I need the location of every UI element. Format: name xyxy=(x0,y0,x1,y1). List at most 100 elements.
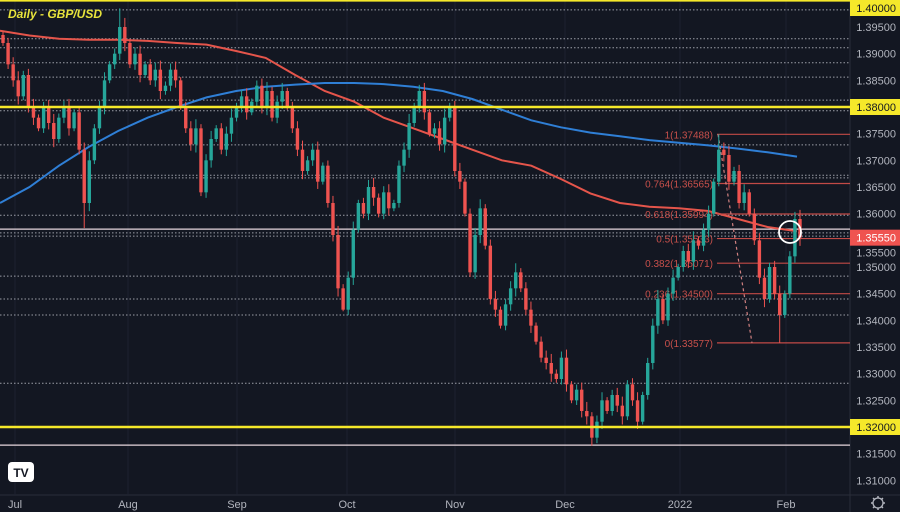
gear-tooth xyxy=(881,497,884,500)
candle-body xyxy=(712,181,716,214)
fib-trend-line xyxy=(717,134,753,343)
candle xyxy=(52,113,56,148)
candle-body xyxy=(107,64,112,81)
candle xyxy=(280,82,284,109)
candle xyxy=(158,60,163,100)
key-level-axis-badge xyxy=(850,0,900,16)
current-price-badge xyxy=(850,229,900,246)
candle xyxy=(772,260,777,300)
candle xyxy=(67,98,71,136)
candle-body xyxy=(290,107,295,129)
candle xyxy=(701,223,706,252)
candle xyxy=(387,184,391,216)
candle xyxy=(580,382,584,418)
candle xyxy=(265,81,269,116)
candle xyxy=(123,17,127,52)
candle-body xyxy=(458,170,462,182)
candle xyxy=(255,80,259,107)
candle xyxy=(270,86,274,122)
candle-body xyxy=(163,85,168,92)
candle xyxy=(478,199,482,244)
candle-body xyxy=(625,384,630,417)
candle xyxy=(539,336,543,363)
candle xyxy=(199,124,203,197)
candle-body xyxy=(534,325,538,342)
y-tick-label: 1.37000 xyxy=(856,155,896,167)
candle-body xyxy=(620,405,625,417)
candle-body xyxy=(569,384,574,401)
candle xyxy=(407,113,411,158)
candle-body xyxy=(148,64,152,81)
candle xyxy=(366,179,371,221)
candle xyxy=(346,271,350,316)
candle-body xyxy=(87,160,91,203)
candle xyxy=(706,205,711,237)
candle xyxy=(732,166,736,186)
candle-body xyxy=(26,75,31,107)
candle xyxy=(153,62,157,87)
candle xyxy=(712,178,716,217)
candle-body xyxy=(82,149,86,203)
candle-body xyxy=(742,192,746,203)
gear-icon[interactable] xyxy=(871,496,885,510)
candle xyxy=(793,211,797,263)
candle xyxy=(727,145,731,190)
candle-body xyxy=(184,107,188,129)
candle-body xyxy=(300,149,305,171)
candle-body xyxy=(189,128,193,145)
candle xyxy=(92,124,97,165)
candle xyxy=(666,287,670,326)
candle-body xyxy=(498,309,503,326)
candle xyxy=(77,107,81,155)
candle xyxy=(676,263,680,281)
candle-body xyxy=(371,186,376,198)
fib-level-label: 0.5(1.35533) xyxy=(656,235,713,246)
candle-body xyxy=(72,112,76,129)
candle-body xyxy=(788,256,792,294)
fib-level-label: 0.236(1.34500) xyxy=(645,290,713,301)
candle-body xyxy=(777,293,782,315)
candle xyxy=(529,301,533,333)
candle xyxy=(244,88,249,120)
candle xyxy=(767,262,772,303)
key-level-axis-label: 1.32000 xyxy=(856,422,896,434)
candle-body xyxy=(580,389,584,411)
candle xyxy=(331,195,335,242)
x-tick-label: Jul xyxy=(8,499,22,511)
candle xyxy=(615,387,619,413)
candle xyxy=(448,102,452,122)
candle-body xyxy=(402,149,406,166)
candle xyxy=(234,102,239,122)
candle-body xyxy=(62,107,66,118)
key-level-axis-badge xyxy=(850,418,900,435)
x-tick-label: 2022 xyxy=(668,499,692,511)
tradingview-logo: TV xyxy=(8,462,34,482)
candle-body xyxy=(102,80,107,107)
candle-body xyxy=(793,218,797,257)
candle-body xyxy=(656,298,660,326)
key-level-axis-label: 1.38000 xyxy=(856,102,896,114)
candle-body xyxy=(158,69,163,92)
candle-body xyxy=(305,160,310,171)
candle xyxy=(534,322,538,345)
candle xyxy=(463,178,467,217)
candle-body xyxy=(209,138,213,161)
candle-body xyxy=(417,91,421,107)
candle-body xyxy=(686,250,691,262)
candle-body xyxy=(696,240,701,246)
candle xyxy=(681,245,685,272)
candle-body xyxy=(442,117,447,145)
candle-body xyxy=(564,357,569,385)
candle-body xyxy=(1,35,5,44)
candle xyxy=(788,251,792,299)
x-tick-label: Sep xyxy=(227,499,247,511)
y-tick-label: 1.35000 xyxy=(856,262,896,274)
candle-body xyxy=(260,85,264,107)
candle-body xyxy=(757,240,762,278)
candle xyxy=(752,208,757,245)
candle-body xyxy=(270,91,274,118)
candle-body xyxy=(772,266,777,294)
candle-body xyxy=(178,80,183,107)
